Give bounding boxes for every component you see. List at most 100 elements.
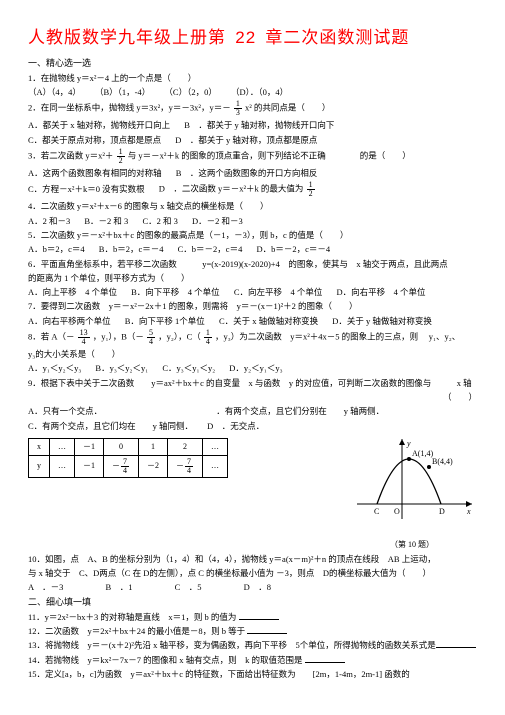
q7-C: C．关于 x 轴做轴对称变换 bbox=[219, 315, 318, 327]
q3b: 与 y＝－x²＋k 的图象的顶点重合，则下列结论不正确 的是（ ） bbox=[128, 150, 411, 160]
fraction-1-4: 14 bbox=[204, 329, 212, 346]
q8-A: A．y₁＜y₂＜y₃ bbox=[28, 362, 81, 374]
table-chart-row: x … －1 0 1 2 … y … －1 －74 －2 －74 … bbox=[28, 434, 477, 551]
page: 人教版数学九年级上册第 22 章二次函数测试题 一、精心选一选 1．在抛物线 y… bbox=[0, 0, 505, 715]
question-2: 2．在同一坐标系中，抛物线 y＝3x²，y＝－3x²，y＝－ 13 x² 的共同… bbox=[28, 100, 477, 117]
q4-D: D．－2 和－3 bbox=[192, 215, 243, 227]
fraction-5-4: 54 bbox=[147, 329, 155, 346]
q5-B: B．b＝2，c＝－4 bbox=[99, 243, 164, 255]
question-8-options: A．y₁＜y₂＜y₃ B．y₃＜y₂＜y₁ C．y₃＜y₁＜y₂ D．y₂＜y₁… bbox=[28, 362, 477, 374]
q10-D: D ．8 bbox=[244, 581, 271, 593]
q5-C: C．b＝－2，c＝4 bbox=[178, 243, 243, 255]
q8-B: B．y₃＜y₂＜y₁ bbox=[95, 362, 148, 374]
blank-12 bbox=[247, 625, 287, 634]
question-9-row1: A．只有一个交点． ．有两个交点，且它们分别在 y 轴两侧． bbox=[28, 405, 477, 417]
chart-B-label: B(4,4) bbox=[432, 457, 453, 466]
question-9-row2: C．有两个交点，且它们均在 y 轴同侧． D ．无交点． bbox=[28, 420, 477, 432]
question-14: 14．若抛物线 y＝kx²－7x－7 的图像和 x 轴有交点，则 k 的取值范围… bbox=[28, 654, 477, 666]
q6-B: B．向下平移 4 个单位 bbox=[131, 286, 220, 298]
chart-A-label: A(1,4) bbox=[412, 449, 433, 458]
page-title: 人教版数学九年级上册第 22 章二次函数测试题 bbox=[28, 26, 477, 51]
q8a: 8．若 A（－ bbox=[28, 332, 75, 342]
chart-O: O bbox=[394, 507, 400, 516]
question-5-options: A．b＝2，c＝4 B．b＝2，c＝－4 C．b＝－2，c＝4 D．b＝－2，c… bbox=[28, 243, 477, 255]
chart-x: x bbox=[466, 507, 471, 516]
q6-D: D．向右平移 4 个单位 bbox=[336, 286, 425, 298]
q8c: ，y₂），C（ bbox=[158, 332, 201, 342]
question-12: 12．二次函数 y＝2x²＋bx＋24 的最小值是－8，则 b 等于 bbox=[28, 625, 477, 637]
question-10b: 与 x 轴交于 C、D两点（C 在 D的左侧），点 C 的横坐标最小值为 －3，… bbox=[28, 567, 477, 579]
question-8e: y₃的大小关系是（ ） bbox=[28, 348, 477, 360]
q2-C: C．都关于原点对称，顶点都是原点 bbox=[28, 134, 161, 146]
question-3-row2: C．方程－x²＋k＝0 没有实数根 D ．二次函数 y＝－x²＋k 的最大值为 … bbox=[28, 181, 477, 198]
chart-C: C bbox=[374, 507, 379, 516]
q7-B: B．向下平移 1个单位 bbox=[125, 315, 205, 327]
q10-A: A ．－3 bbox=[28, 581, 63, 593]
question-2-row1: A．都关于 x 轴对称，抛物线开口向上 B ．都关于 y 轴对称，抛物线开口向下 bbox=[28, 119, 477, 131]
question-3: 3．若二次函数 y＝x²＋ 12 与 y＝－x²＋k 的图象的顶点重合，则下列结… bbox=[28, 148, 477, 165]
table-row-y: y … －1 －74 －2 －74 … bbox=[29, 455, 228, 477]
question-7-options: A．向右平移两个单位 B．向下平移 1个单位 C．关于 x 轴做轴对称变换 D．… bbox=[28, 315, 477, 327]
xy-table: x … －1 0 1 2 … y … －1 －74 －2 －74 … bbox=[28, 438, 228, 478]
q3a: 3．若二次函数 y＝x²＋ bbox=[28, 150, 113, 160]
q3-A: A．这两个函数图象有相同的对称轴 bbox=[28, 167, 162, 179]
question-10-options: A ．－3 B ．1 C ．5 D ．8 bbox=[28, 581, 477, 593]
blank-11 bbox=[239, 611, 279, 620]
q1-A: （A）（4，4） bbox=[28, 86, 81, 98]
fraction-1-3: 13 bbox=[234, 100, 242, 117]
table-row-x: x … －1 0 1 2 … bbox=[29, 438, 228, 455]
question-8: 8．若 A（－ 134 ，y₁），B（－ 54 ，y₂），C（ 14 ，y₃）为… bbox=[28, 329, 477, 346]
title-number: 22 bbox=[235, 28, 256, 47]
chart-caption: （第 10 题） bbox=[347, 539, 477, 551]
q4-B: B．－2 和 3 bbox=[84, 215, 128, 227]
question-13: 13．将抛物线 y＝－(x＋2)²先沿 x 轴平移，变为偶函数，再向下平移 5个… bbox=[28, 639, 477, 651]
q8-C: C．y₃＜y₁＜y₂ bbox=[162, 362, 215, 374]
q3-B: B ．这两个函数图象的开口方向相反 bbox=[176, 167, 318, 179]
section-2-heading: 二、细心填一填 bbox=[28, 596, 477, 609]
q9-C: C．有两个交点，且它们均在 y 轴同侧． bbox=[28, 420, 193, 432]
q9-B: ．有两个交点，且它们分别在 y 轴两侧． bbox=[216, 405, 384, 417]
question-9b: （ ） bbox=[28, 391, 477, 403]
parabola-chart: A(1,4) B(4,4) O C D x y bbox=[347, 434, 477, 534]
question-6-options: A．向上平移 4 个单位 B．向下平移 4 个单位 C．向左平移 4 个单位 D… bbox=[28, 286, 477, 298]
question-4: 4．二次函数 y＝x²＋x－6 的图象与 x 轴交点的横坐标是（ ） bbox=[28, 200, 477, 212]
question-7: 7．要得到二次函数 y＝－x²－2x＋1 的图象，则需将 y＝－(x－1)²＋2… bbox=[28, 300, 477, 312]
table-col: x … －1 0 1 2 … y … －1 －74 －2 －74 … bbox=[28, 434, 339, 482]
q3-C: C．方程－x²＋k＝0 没有实数根 bbox=[28, 183, 145, 195]
question-6a: 6．平面直角坐标系中，若平移二次函数 y=(x-2019)(x-2020)+4 … bbox=[28, 258, 477, 270]
chart-D: D bbox=[439, 507, 445, 516]
blank-13 bbox=[436, 639, 476, 648]
q8-D: D．y₂＜y₁＜y₃ bbox=[229, 362, 282, 374]
q1-C: （C）（2，0） bbox=[164, 86, 216, 98]
fraction-1-2-b: 12 bbox=[307, 181, 315, 198]
question-11: 11．y＝2x²－bx＋3 的对称轴是直线 x＝1，则 b 的值为 bbox=[28, 611, 477, 623]
q6-A: A．向上平移 4 个单位 bbox=[28, 286, 117, 298]
question-5: 5．二次函数 y＝－x²＋bx＋c 的图象的最高点是（－1，－3），则 b，c … bbox=[28, 229, 477, 241]
fraction-13-4: 134 bbox=[78, 329, 90, 346]
q2-B: B ．都关于 y 轴对称，抛物线开口向下 bbox=[184, 119, 334, 131]
question-15: 15．定义[a，b，c]为函数 y＝ax²＋bx＋c 的特征数，下面给出特征数为… bbox=[28, 668, 477, 680]
q7-D: D．关于 y 轴做轴对称变换 bbox=[332, 315, 432, 327]
q3-D: D ．二次函数 y＝－x²＋k 的最大值为 12 bbox=[159, 181, 316, 198]
q10-C: C ．5 bbox=[175, 581, 202, 593]
q1-D: （D）．（0，4） bbox=[231, 86, 288, 98]
chart-col: A(1,4) B(4,4) O C D x y （第 10 题） bbox=[347, 434, 477, 551]
section-1-heading: 一、精心选一选 bbox=[28, 57, 477, 70]
question-4-options: A．2 和－3 B．－2 和 3 C．2 和 3 D．－2 和－3 bbox=[28, 215, 477, 227]
question-10a: 10．如图，点 A、B 的坐标分别为（1，4）和（4，4），抛物线 y＝a(x－… bbox=[28, 553, 477, 565]
q4-C: C．2 和 3 bbox=[142, 215, 177, 227]
question-1: 1．在抛物线 y＝x²－4 上的一个点是（ ） bbox=[28, 72, 477, 84]
q6-C: C．向左平移 4 个单位 bbox=[234, 286, 323, 298]
q5-A: A．b＝2，c＝4 bbox=[28, 243, 85, 255]
q9-D: D ．无交点． bbox=[207, 420, 264, 432]
chart-y: y bbox=[406, 439, 411, 448]
blank-14 bbox=[305, 654, 345, 663]
q2b: x² 的共同点是（ ） bbox=[245, 103, 330, 113]
question-3-row1: A．这两个函数图象有相同的对称轴 B ．这两个函数图象的开口方向相反 bbox=[28, 167, 477, 179]
q2-D: D ．都关于 y 轴对称，顶点都是原点 bbox=[175, 134, 317, 146]
q2a: 2．在同一坐标系中，抛物线 y＝3x²，y＝－3x²，y＝－ bbox=[28, 103, 231, 113]
question-1-options: （A）（4，4） （B）（1，-4） （C）（2，0） （D）．（0，4） bbox=[28, 86, 477, 98]
q9-A: A．只有一个交点． bbox=[28, 405, 102, 417]
q8b: ，y₁），B（－ bbox=[93, 332, 144, 342]
question-6b: 的距离为 1 个单位，则平移方式为（ ） bbox=[28, 272, 477, 284]
